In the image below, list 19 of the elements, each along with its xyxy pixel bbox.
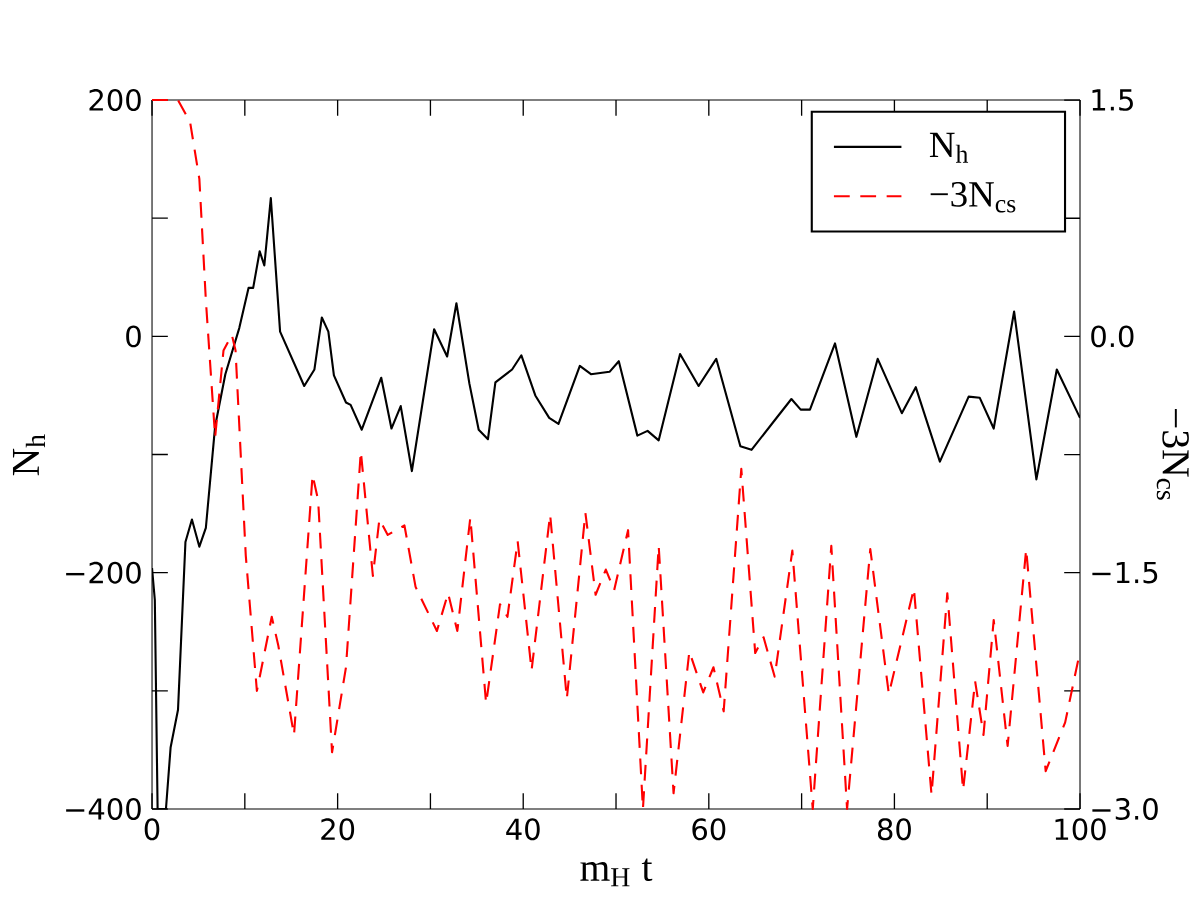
- y2-tick-label: −1.5: [1092, 561, 1158, 584]
- x-tick-label: 80: [877, 818, 911, 841]
- y-tick-label: 200: [89, 89, 141, 112]
- y2-tick-label: 1.5: [1092, 89, 1133, 111]
- y2-axis-title: −3N$_{cs}$: [1156, 409, 1189, 500]
- x-tick-label: 40: [506, 818, 540, 841]
- x-tick-label: 0: [144, 818, 160, 841]
- y2-tick-label: −3.0: [1092, 798, 1158, 820]
- x-tick-label: 60: [692, 818, 726, 841]
- y-axis-title: N$_{h}$: [12, 434, 45, 476]
- y2-tick-label: 0.0: [1091, 325, 1134, 348]
- legend-label: −3N$_{cs}$: [930, 182, 1016, 213]
- legend-label: N$_{h}$: [929, 132, 969, 163]
- y-tick-label: −200: [66, 561, 141, 584]
- y-tick-label: 0: [126, 325, 141, 348]
- y-tick-label: −400: [66, 798, 141, 820]
- x-tick-label: 100: [1055, 818, 1106, 841]
- x-axis-title: m$_{H}$ t: [580, 858, 653, 887]
- x-tick-label: 20: [321, 818, 355, 841]
